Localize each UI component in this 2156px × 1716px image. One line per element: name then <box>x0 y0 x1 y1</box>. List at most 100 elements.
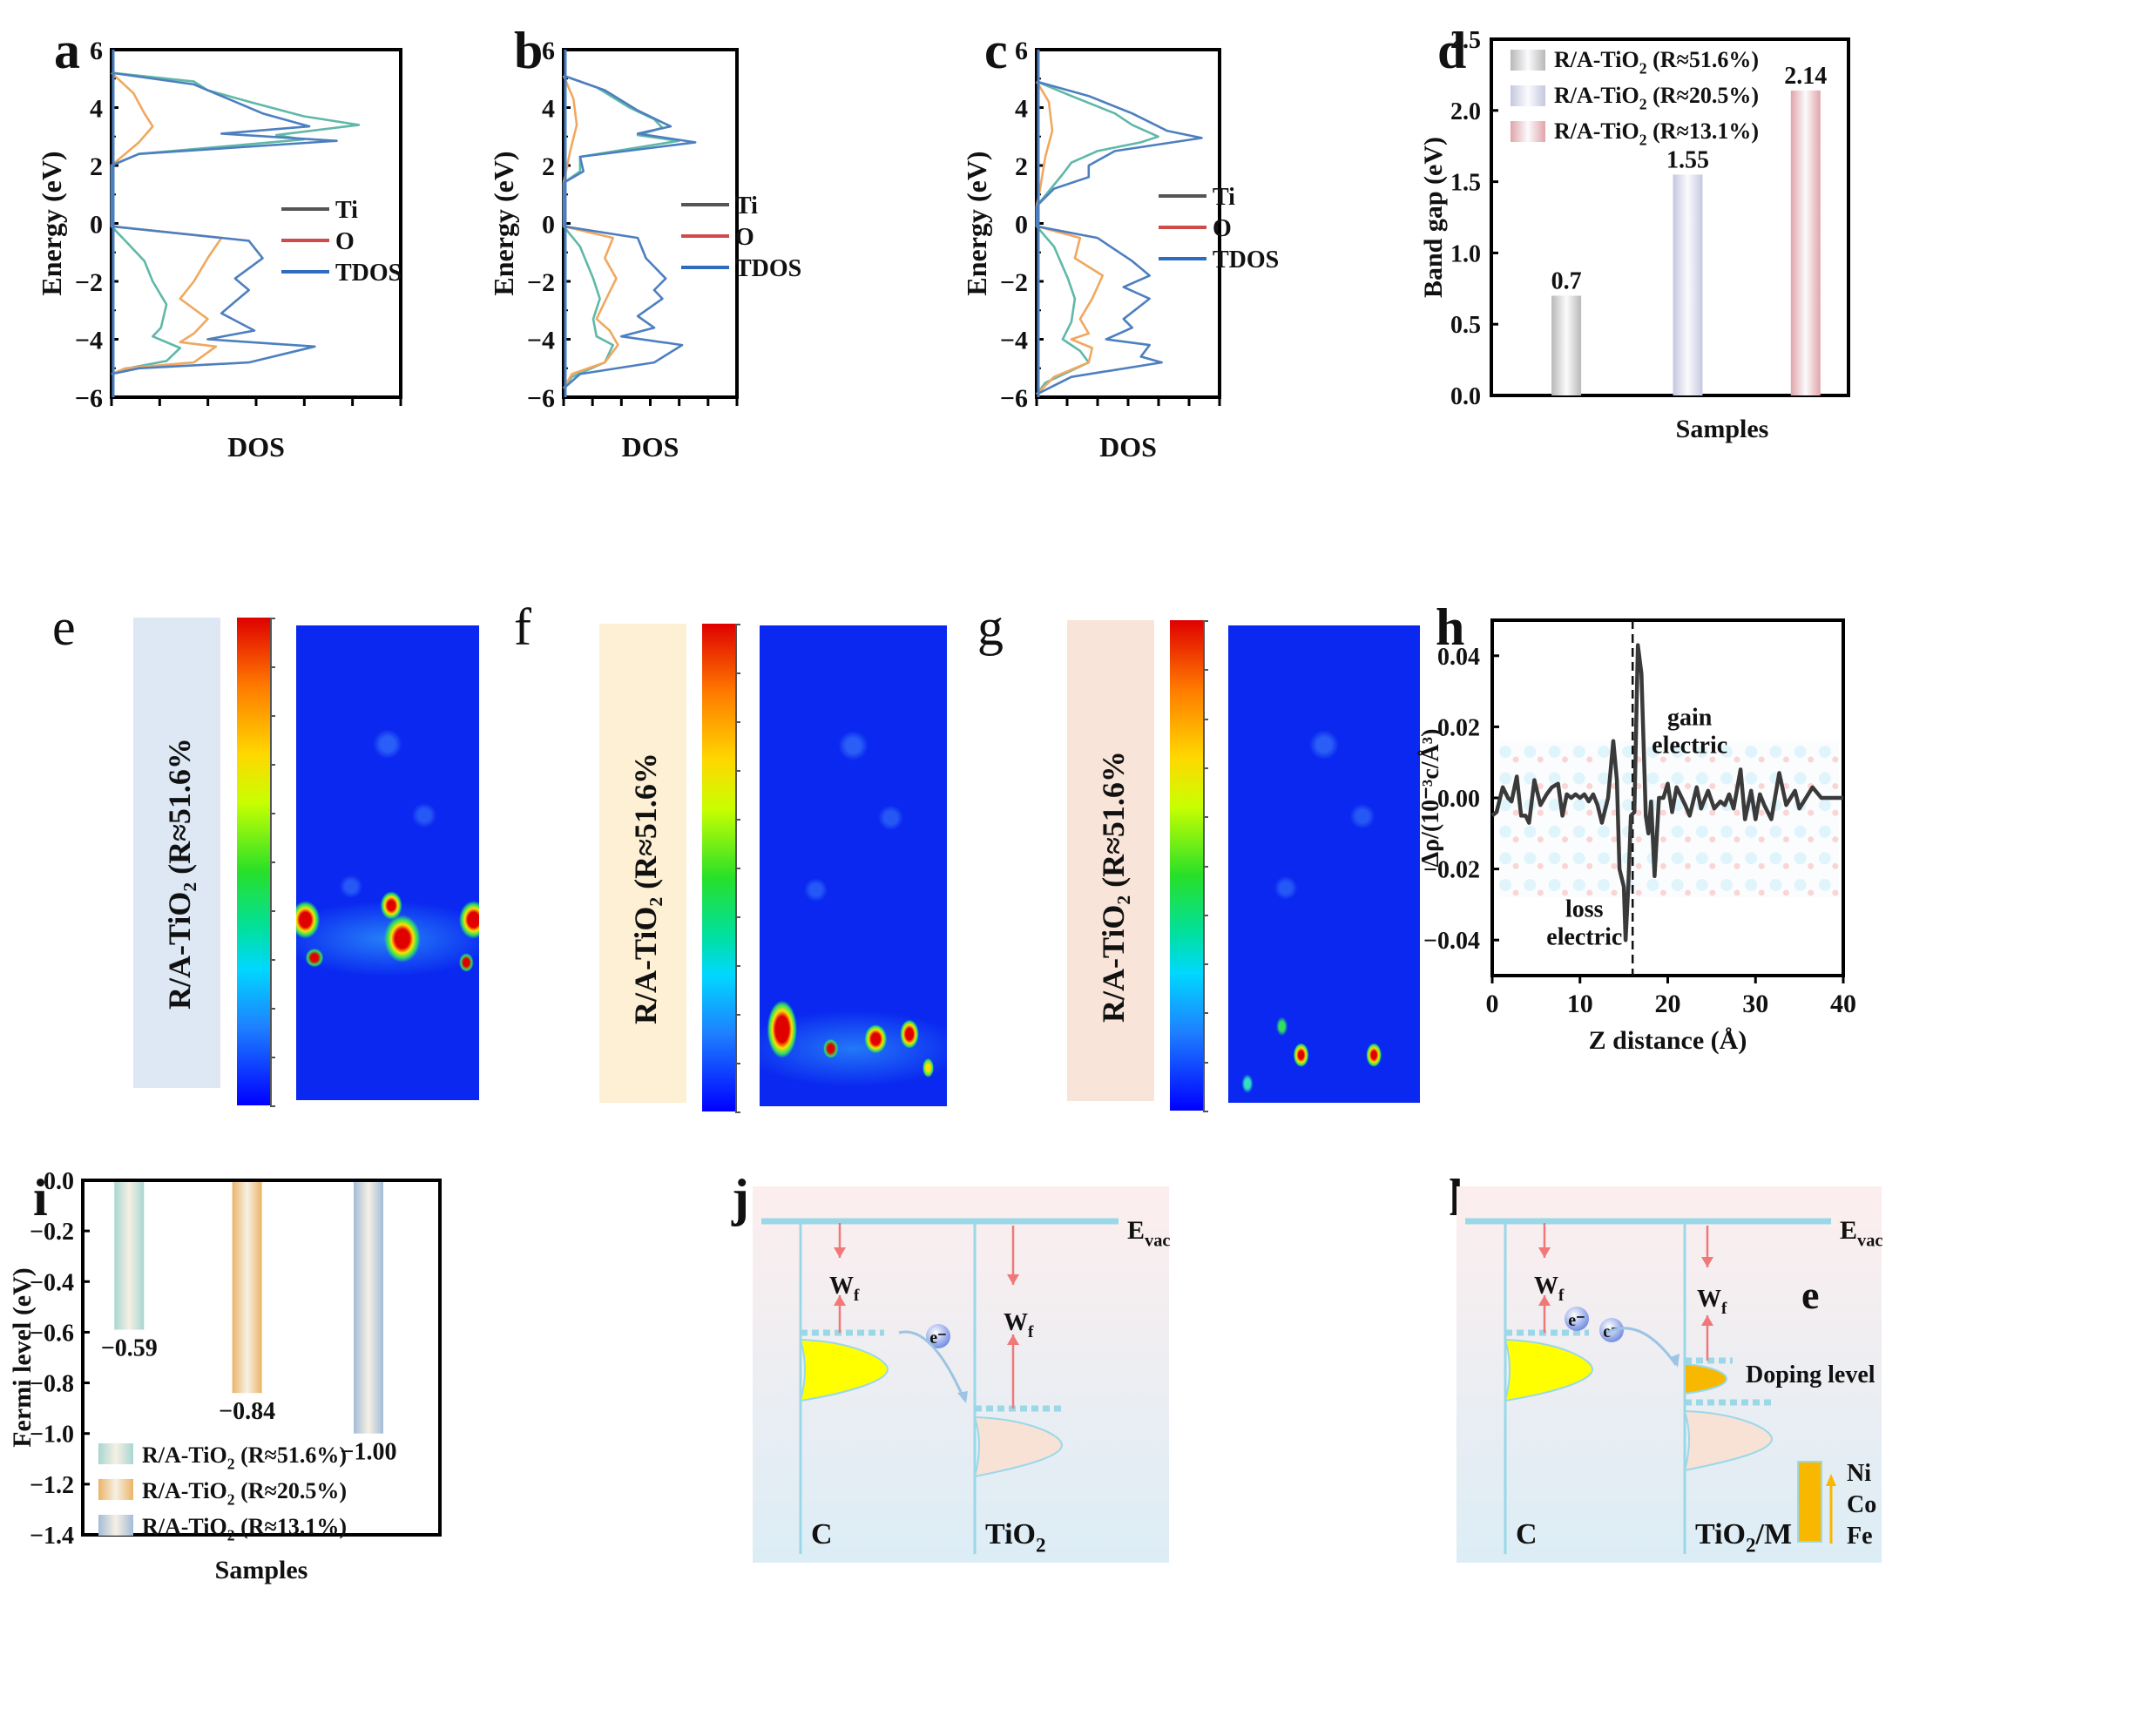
y-tick-label: 0 <box>1015 211 1028 240</box>
series-line-o <box>110 71 223 375</box>
electron-transfer-arrow <box>1605 1327 1678 1366</box>
o-atom <box>1782 809 1789 816</box>
o-atom <box>1758 862 1765 869</box>
y-tick-label: −0.6 <box>30 1320 74 1347</box>
o-atom <box>1586 889 1593 896</box>
y-tick-label: 2.5 <box>1450 27 1481 54</box>
y-tick-label: −2 <box>1000 268 1028 297</box>
y-tick-label: 0.00 <box>1437 786 1480 813</box>
colorbar-tick <box>270 1057 275 1058</box>
o-atom <box>1758 836 1765 843</box>
o-atom <box>1782 836 1789 843</box>
series-line-o <box>1035 80 1105 395</box>
bar-3 <box>354 1182 383 1434</box>
legend-label: R/A-TiO2 (R≈51.6%) <box>1554 47 1759 77</box>
wf-arrow-up-left-head <box>1538 1295 1551 1306</box>
dos-chart-b: 6 4 2 0 −2 −4 −6 DOS Energy (eV) Ti O TDOS <box>488 37 801 463</box>
y-tick-label: −1.2 <box>30 1472 74 1499</box>
charge-difference-chart: 0.040.020.00−0.02−0.040 10 20 30 40gainelect… <box>1417 618 1856 1055</box>
charge-density-map <box>760 625 947 1106</box>
legend-label-o: O <box>735 224 754 251</box>
ti-atom <box>1572 799 1585 812</box>
panel-label-b: b <box>514 22 544 79</box>
legend-swatch <box>1511 85 1545 106</box>
sample-label-band <box>1067 620 1154 1101</box>
y-tick-label: 4 <box>1015 95 1028 124</box>
o-atom <box>1611 862 1618 869</box>
ti-atom <box>1745 878 1758 891</box>
o-atom <box>1537 836 1544 843</box>
work-function-label-right: Wf <box>1004 1309 1034 1341</box>
ti-atom <box>1548 852 1561 865</box>
o-atom <box>1611 836 1618 843</box>
legend-label: R/A-TiO2 (R≈20.5%) <box>1554 83 1759 112</box>
wf-arrow-down-left-head <box>1538 1247 1551 1258</box>
ti-atom <box>1499 745 1512 758</box>
ti-atom <box>1769 745 1782 758</box>
colorbar-tick <box>1203 718 1208 720</box>
x-tick-label: 20 <box>1655 990 1681 1018</box>
y-tick-label: 6 <box>1015 37 1028 65</box>
bar-value-label: −1.00 <box>341 1439 397 1466</box>
x-tick-label: 0 <box>1486 990 1499 1018</box>
o-atom <box>1562 862 1569 869</box>
o-atom <box>1537 756 1544 763</box>
y-tick-label: −4 <box>75 327 103 355</box>
y-axis-label: Fermi level (eV) <box>8 1267 37 1448</box>
colorbar-tick <box>1203 1061 1208 1064</box>
o-atom <box>1832 836 1839 843</box>
dos-chart-c: 6 4 2 0 −2 −4 −6 DOS Energy (eV) Ti O TDOS <box>961 37 1279 463</box>
legend-swatch <box>1511 50 1545 71</box>
y-tick-label: 2 <box>1015 152 1028 181</box>
plot-frame <box>1035 48 1221 399</box>
x-tick-label: 10 <box>1567 990 1593 1018</box>
ti-atom <box>1646 745 1659 758</box>
ti-atom <box>1548 772 1561 785</box>
x-tick-label: 40 <box>1830 990 1856 1018</box>
bar-value-label: −0.84 <box>219 1398 275 1425</box>
o-atom <box>1537 862 1544 869</box>
o-atom <box>1782 783 1789 790</box>
left-band-shape <box>1504 1338 1594 1402</box>
y-tick-label: −1.4 <box>30 1523 74 1550</box>
colorbar-tick <box>1203 767 1208 769</box>
ti-atom <box>1745 825 1758 838</box>
o-atom <box>1734 809 1740 816</box>
y-axis-label: Energy (eV) <box>36 151 67 295</box>
y-tick-label: 2.0 <box>1450 98 1481 125</box>
electron-label: e⁻ <box>1568 1311 1585 1330</box>
charge-difference-line <box>1490 643 1843 942</box>
ti-atom <box>1720 878 1734 891</box>
doping-band-shape <box>1684 1362 1728 1395</box>
annotation-line1: loss <box>1565 896 1604 923</box>
o-atom <box>1758 756 1765 763</box>
y-tick-label: 0.0 <box>44 1168 74 1195</box>
bar-value-label: 2.14 <box>1784 63 1827 90</box>
y-tick-label: 0 <box>542 211 555 240</box>
o-atom <box>1611 809 1618 816</box>
crystal-structure-background <box>1499 740 1839 898</box>
ti-atom <box>1597 745 1610 758</box>
ti-atom <box>1671 745 1684 758</box>
wf-arrow-down-left-head <box>834 1247 846 1258</box>
legend-label: R/A-TiO2 (R≈20.5%) <box>142 1478 347 1508</box>
o-atom <box>1659 836 1666 843</box>
metal-scale-arrow-head <box>1826 1474 1836 1486</box>
ti-atom <box>1671 825 1684 838</box>
x-axis-label: Samples <box>215 1556 308 1584</box>
o-atom <box>1734 889 1740 896</box>
ti-atom <box>1548 825 1561 838</box>
o-atom <box>1808 756 1815 763</box>
ti-atom <box>1695 772 1708 785</box>
y-tick-label: −6 <box>527 384 555 413</box>
electron-transfer-arrow <box>898 1330 966 1401</box>
ti-atom <box>1499 772 1512 785</box>
x-axis-label: Samples <box>1676 415 1769 443</box>
ti-atom <box>1720 745 1734 758</box>
legend-label-o: O <box>335 228 355 255</box>
o-atom <box>1758 889 1765 896</box>
ti-atom <box>1695 852 1708 865</box>
vacuum-level-label: Evac <box>1127 1216 1170 1250</box>
ti-atom <box>1818 772 1831 785</box>
